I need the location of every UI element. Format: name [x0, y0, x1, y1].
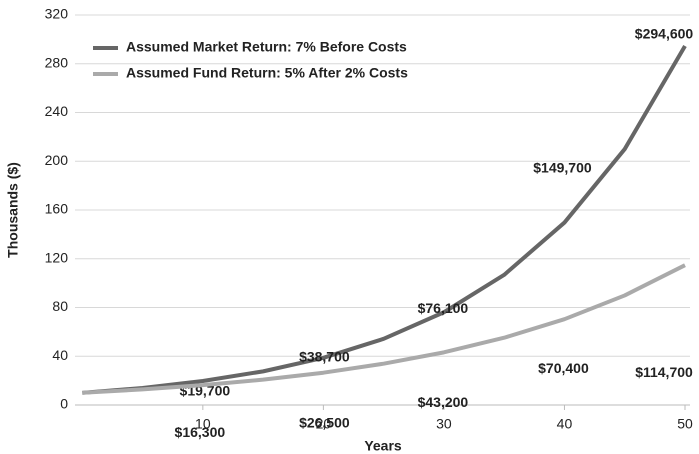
data-label: $38,700: [299, 349, 350, 365]
y-tick-label: 320: [45, 6, 69, 22]
y-axis-label: Thousands ($): [5, 162, 21, 258]
x-tick-label: 10: [195, 416, 211, 432]
data-label: $76,100: [418, 300, 469, 316]
series-line: [82, 44, 687, 395]
y-tick-label: 240: [45, 103, 69, 119]
data-label: $114,700: [635, 364, 693, 380]
x-tick-label: 30: [436, 416, 452, 432]
y-tick-label: 40: [52, 347, 68, 363]
y-tick-label: 160: [45, 201, 69, 217]
data-label: $26,500: [299, 414, 350, 430]
y-tick-label: 0: [60, 396, 68, 412]
data-label: $43,200: [418, 394, 469, 410]
data-label: $70,400: [538, 360, 589, 376]
x-tick-label: 40: [557, 416, 573, 432]
legend-label: Assumed Market Return: 7% Before Costs: [126, 39, 407, 55]
y-tick-label: 280: [45, 54, 69, 70]
series-line: [82, 263, 686, 395]
y-tick-label: 200: [45, 152, 69, 168]
y-tick-label: 120: [45, 249, 69, 265]
legend-label: Assumed Fund Return: 5% After 2% Costs: [126, 65, 408, 81]
data-label: $294,600: [635, 26, 694, 42]
y-tick-label: 80: [52, 298, 68, 314]
data-label: $16,300: [175, 424, 226, 440]
x-axis-label: Years: [364, 438, 402, 454]
data-label: $149,700: [533, 159, 592, 175]
x-tick-label: 20: [316, 416, 332, 432]
x-tick-label: 50: [677, 416, 693, 432]
